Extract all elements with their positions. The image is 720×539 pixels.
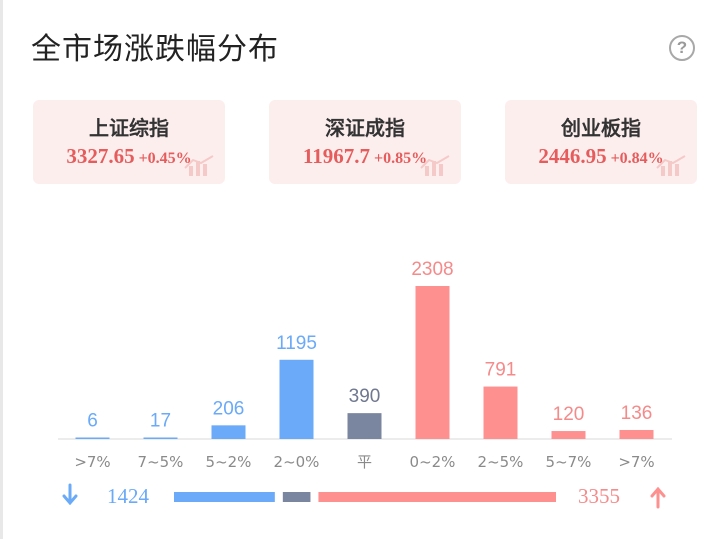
data-label-2: 206	[213, 398, 245, 419]
bar-3	[279, 359, 314, 439]
index-card-cyb[interactable]: 创业板指 2446.95 +0.84%	[505, 100, 697, 184]
index-name: 创业板指	[561, 116, 641, 140]
left-edge-divider	[0, 0, 3, 539]
arrow-up-icon	[650, 486, 666, 509]
data-label-8: 136	[621, 403, 653, 424]
summary-bar-up	[318, 492, 556, 502]
bar-5	[415, 286, 450, 439]
index-price: 11967.7	[302, 144, 370, 168]
bar-2	[211, 425, 246, 439]
tick-label-1: 7~5%	[138, 453, 184, 471]
arrow-down-icon	[62, 483, 78, 506]
bar-8	[619, 429, 654, 439]
bar-1	[143, 437, 178, 439]
data-label-1: 17	[150, 411, 171, 432]
data-label-4: 390	[349, 386, 381, 407]
tick-label-5: 0~2%	[410, 453, 456, 471]
tick-label-7: 5~7%	[546, 453, 592, 471]
summary-bar-down	[174, 492, 275, 502]
question-circle-icon[interactable]: ?	[669, 35, 695, 61]
up-count: 3355	[578, 484, 620, 508]
tick-label-3: 2~0%	[274, 453, 320, 471]
tick-label-6: 2~5%	[478, 453, 524, 471]
index-card-sz[interactable]: 深证成指 11967.7 +0.85%	[269, 100, 461, 184]
down-count: 1424	[107, 484, 149, 508]
data-label-7: 120	[553, 404, 585, 425]
index-change: +0.45%	[138, 150, 192, 167]
data-label-6: 791	[485, 360, 517, 381]
bar-6	[483, 386, 518, 439]
bar-0	[75, 437, 110, 439]
page-title: 全市场涨跌幅分布	[31, 32, 279, 67]
tick-label-0: >7%	[74, 453, 110, 471]
bar-7	[551, 431, 586, 439]
index-change: +0.85%	[373, 150, 428, 167]
summary-bar-flat	[282, 492, 311, 502]
data-label-0: 6	[87, 411, 98, 432]
trend-watermark-icon	[184, 155, 214, 176]
index-name: 深证成指	[325, 116, 405, 140]
tick-label-8: >7%	[618, 453, 654, 471]
trend-watermark-icon	[420, 155, 450, 176]
index-name: 上证综指	[89, 116, 169, 140]
index-change: +0.84%	[610, 150, 664, 167]
tick-label-4: 平	[357, 453, 372, 471]
trend-watermark-icon	[656, 155, 686, 176]
index-value: 11967.7 +0.85%	[269, 144, 461, 169]
tick-label-2: 5~2%	[206, 453, 252, 471]
index-price: 2446.95	[538, 144, 607, 168]
bar-4	[347, 413, 382, 439]
index-value: 2446.95 +0.84%	[505, 144, 697, 169]
index-price: 3327.65	[66, 144, 135, 168]
index-card-sh[interactable]: 上证综指 3327.65 +0.45%	[33, 100, 225, 184]
data-label-3: 1195	[276, 333, 317, 354]
data-label-5: 2308	[411, 259, 453, 280]
index-value: 3327.65 +0.45%	[33, 144, 225, 169]
